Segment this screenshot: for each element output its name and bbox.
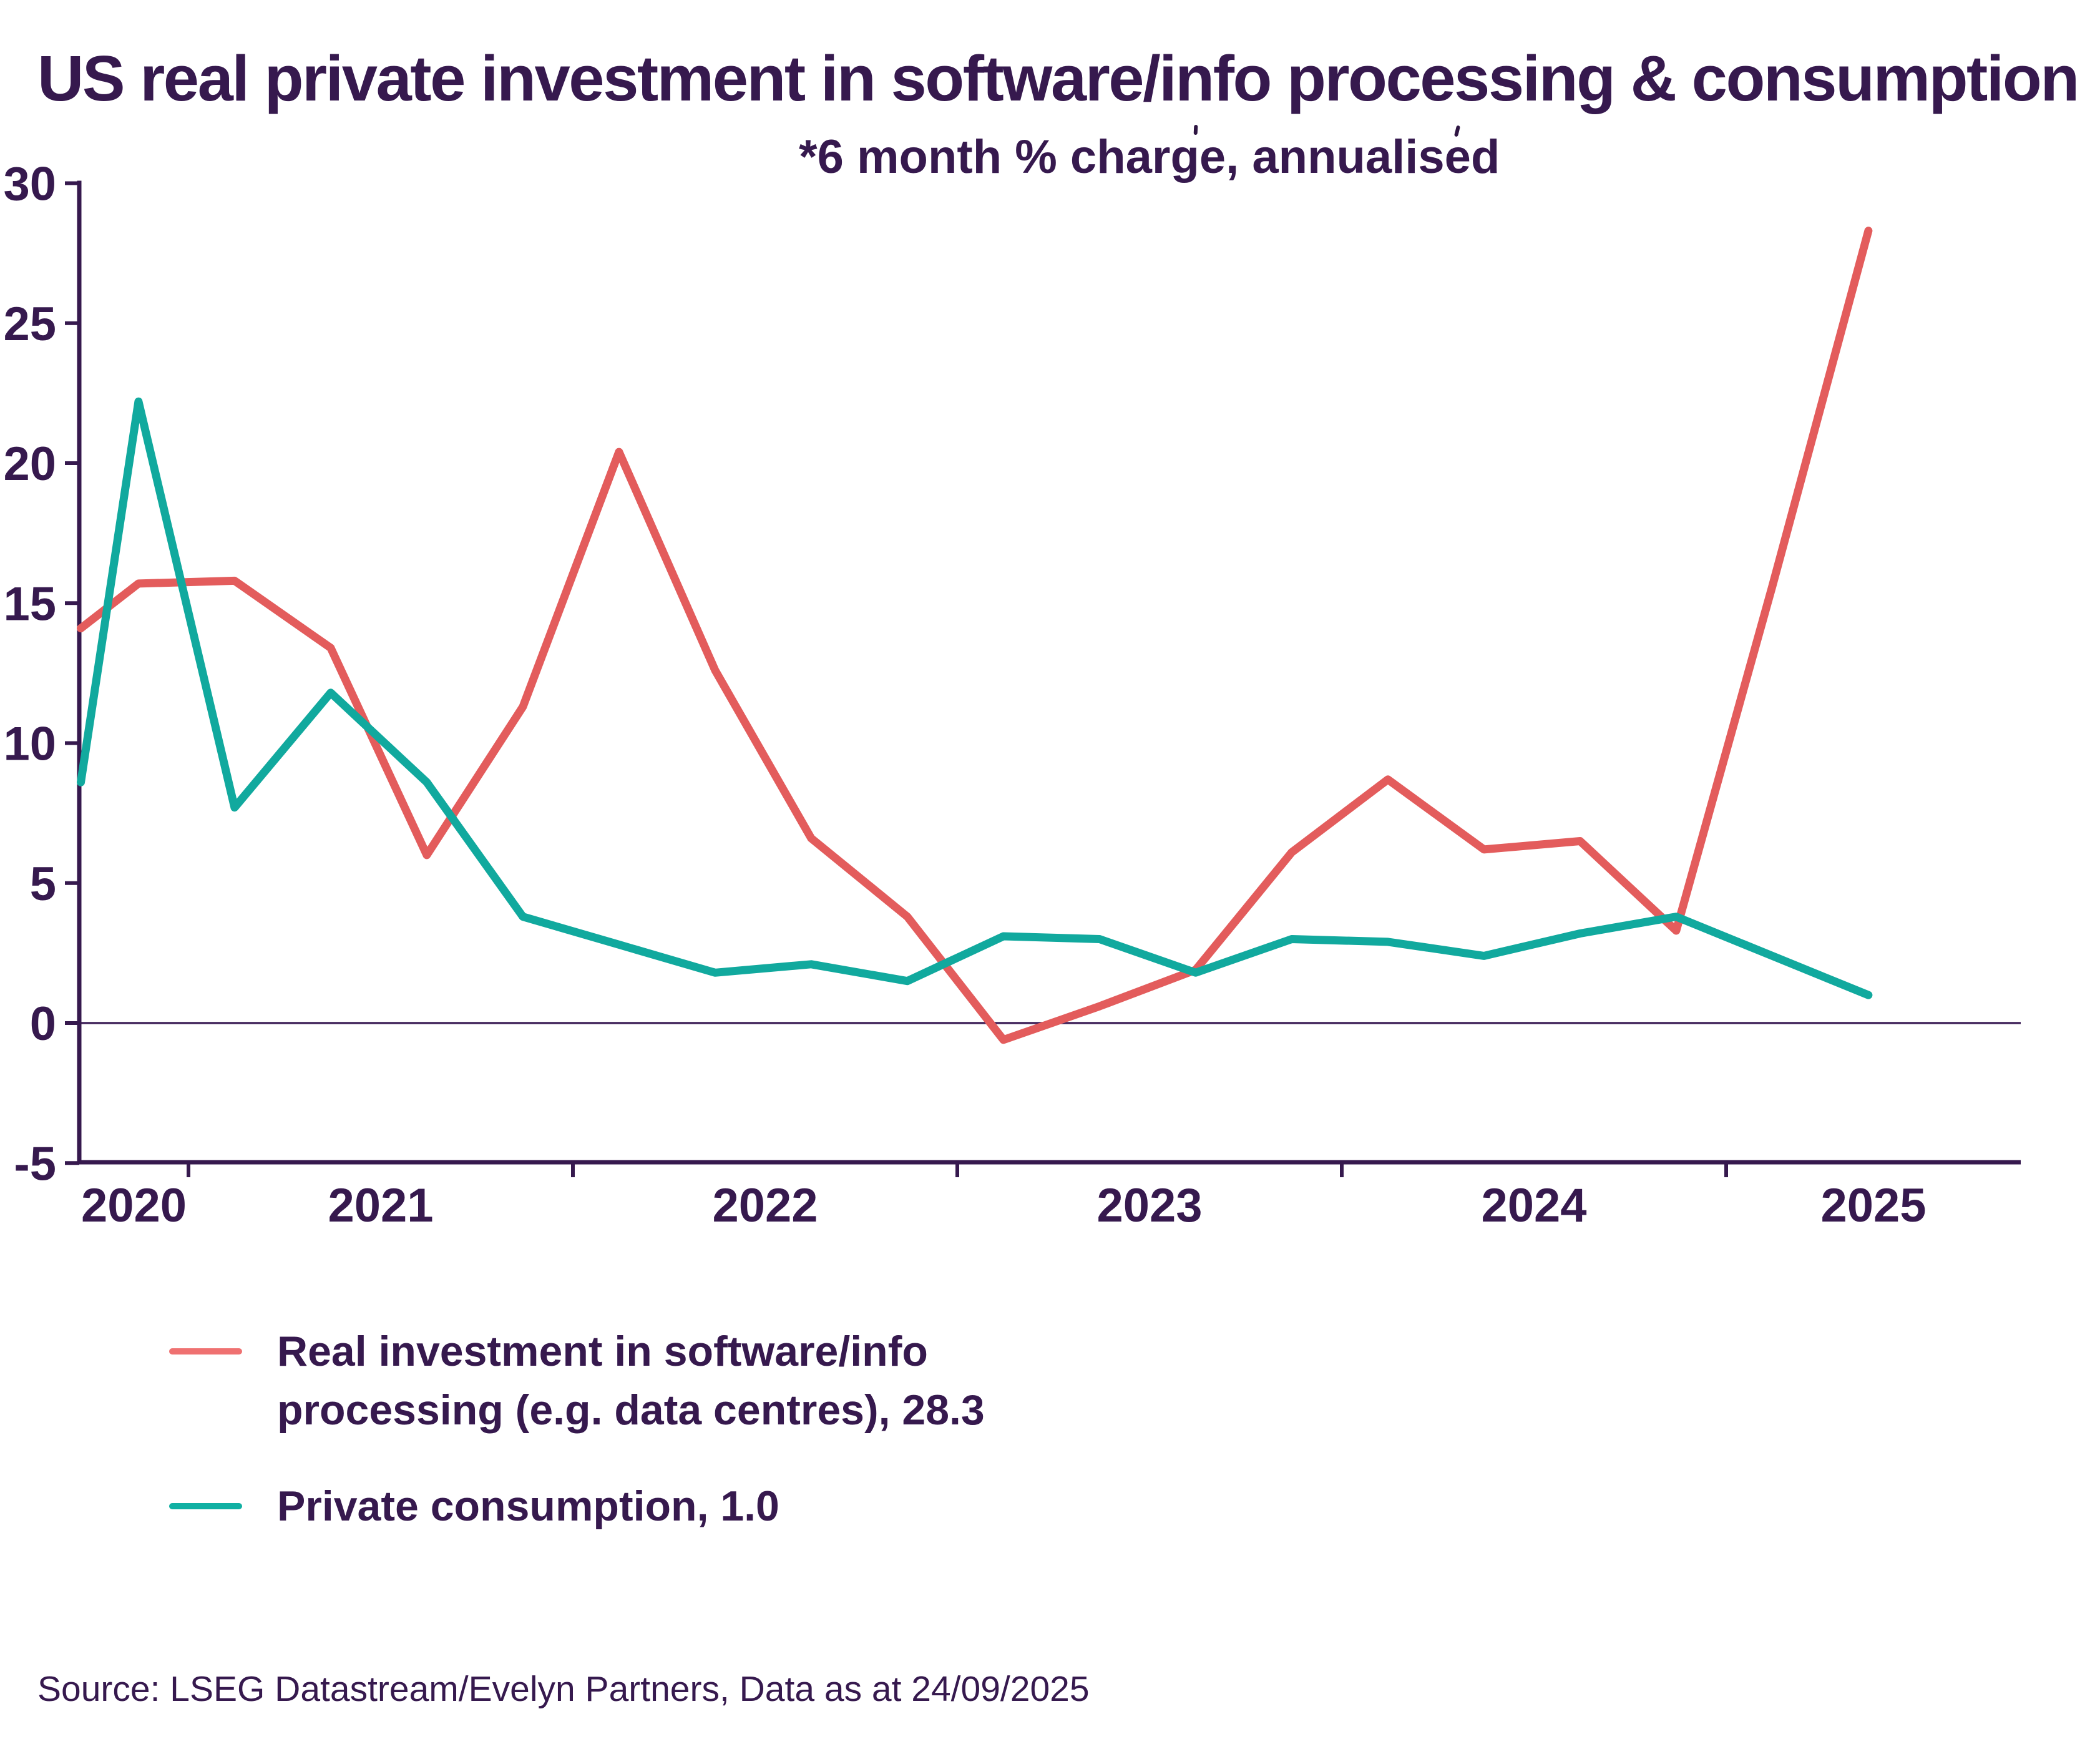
x-tick-label: 2021: [328, 1179, 433, 1232]
x-tick-label: 2025: [1820, 1179, 1926, 1232]
y-tick-label: 20: [3, 438, 56, 491]
y-tick-label: 15: [3, 577, 56, 630]
legend-swatch-investment: [169, 1348, 242, 1354]
series-line-consumption: [77, 397, 1873, 999]
legend-item-consumption: Private consumption, 1.0: [169, 1477, 1082, 1536]
series-line-investment: [77, 227, 1873, 1044]
y-tick-label: -5: [14, 1137, 56, 1190]
legend-swatch-consumption: [169, 1503, 242, 1509]
y-tick-label: 25: [3, 298, 56, 351]
y-tick-label: 10: [3, 718, 56, 771]
x-tick-label: 2023: [1096, 1179, 1202, 1232]
x-tick-label: 2020: [81, 1179, 187, 1232]
chart-subtitle: *6 month % charge, annualised: [799, 130, 1500, 184]
x-tick-label: 2022: [712, 1179, 818, 1232]
y-tick-label: 5: [30, 858, 56, 911]
y-tick-label: 0: [30, 997, 56, 1051]
chart-title: US real private investment in software/i…: [37, 42, 2079, 114]
source-note: Source: LSEG Datastream/Evelyn Partners,…: [37, 1669, 1090, 1709]
line-chart-plot: 30 25 20 15 10 5 0 -5 2020 2021 2022 2023 2024 2025: [3, 158, 2021, 1232]
legend-label-investment: Real investment in software/info process…: [277, 1328, 985, 1434]
legend-label-consumption: Private consumption, 1.0: [277, 1482, 779, 1530]
legend-item-investment: Real investment in software/info process…: [169, 1322, 1082, 1439]
x-tick-label: 2024: [1481, 1179, 1586, 1232]
y-tick-label: 30: [3, 158, 56, 211]
